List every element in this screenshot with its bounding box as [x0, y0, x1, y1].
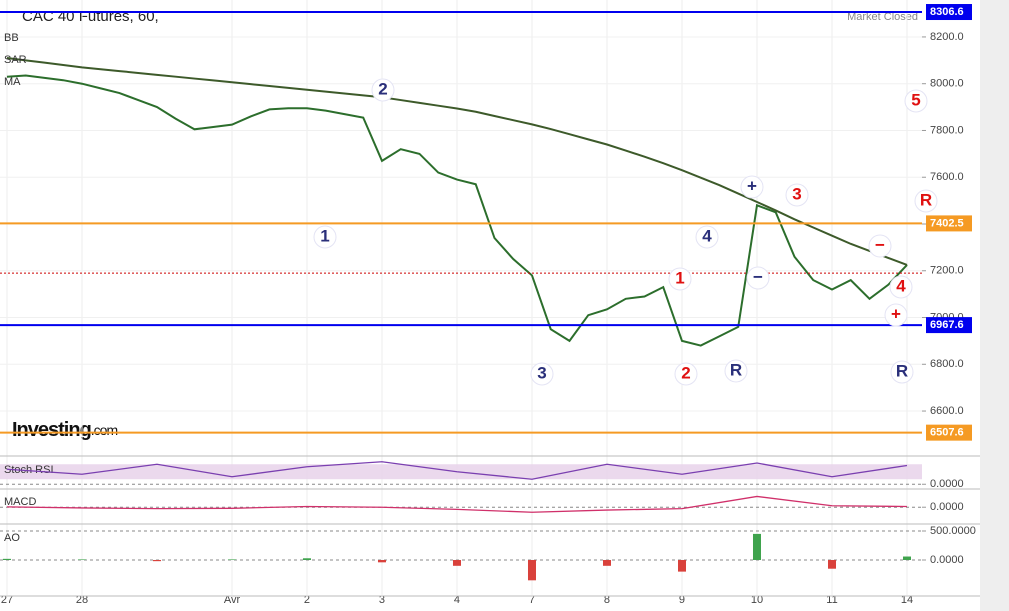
- series-line: [6, 74, 908, 347]
- y-tick-label: 6600.0: [930, 405, 964, 417]
- wave-label: R: [896, 361, 908, 380]
- x-tick-label: Avr: [224, 594, 241, 606]
- indicator-label: BB: [4, 32, 19, 44]
- y-tick-label: 0.0000: [930, 478, 964, 490]
- annotation-bubble: [740, 175, 764, 199]
- bar: [677, 560, 686, 572]
- annotation-bubble: [530, 362, 554, 386]
- wave-label: 1: [320, 226, 329, 245]
- y-tick-label: 7200.0: [930, 265, 964, 277]
- wave-label: +: [891, 304, 901, 323]
- level-box: [926, 424, 972, 441]
- bar: [302, 558, 311, 561]
- x-tick-label: 27: [1, 594, 13, 606]
- annotation-bubble: [785, 183, 809, 207]
- level-label: 7402.5: [930, 217, 964, 229]
- series-line: [6, 495, 908, 513]
- x-tick-label: 28: [76, 594, 88, 606]
- x-tick-label: 10: [751, 594, 763, 606]
- y-tick-label: 0.0000: [930, 554, 964, 566]
- level-label: 6507.6: [930, 427, 964, 439]
- scrollbar: [980, 0, 1009, 611]
- x-tick-label: 2: [304, 594, 310, 606]
- level-box: [926, 317, 972, 334]
- x-tick-label: 14: [901, 594, 913, 606]
- wave-label: 4: [702, 226, 712, 245]
- y-tick-label: 500.0000: [930, 525, 976, 537]
- level-label: 6967.6: [930, 319, 964, 331]
- wave-label: −: [875, 235, 885, 254]
- bar: [827, 560, 836, 569]
- x-tick-label: 3: [379, 594, 385, 606]
- annotation-bubble: [904, 89, 928, 113]
- logo-suffix: .com: [91, 422, 118, 438]
- bar: [77, 559, 86, 561]
- annotation-bubble: [674, 362, 698, 386]
- indicator-label: SAR: [4, 54, 27, 66]
- annotation-bubble: [890, 360, 914, 384]
- bar: [602, 560, 611, 566]
- bar: [2, 558, 11, 561]
- bar: [527, 560, 536, 581]
- wave-label: 3: [792, 184, 801, 203]
- logo: Investing.com: [12, 419, 117, 441]
- annotation-bubble: [868, 234, 892, 258]
- y-tick-label: 0.0000: [930, 501, 964, 513]
- x-tick-label: 4: [454, 594, 460, 606]
- bar: [377, 560, 386, 563]
- level-box: [926, 4, 972, 21]
- bar: [752, 533, 761, 561]
- logo-main: Investing: [12, 419, 91, 441]
- annotation-bubble: [695, 225, 719, 249]
- y-tick-label: 6800.0: [930, 358, 964, 370]
- y-tick-label: 7600.0: [930, 171, 964, 183]
- wave-label: R: [920, 190, 932, 209]
- panel-title: AO: [4, 532, 20, 544]
- wave-label: 3: [537, 363, 546, 382]
- annotation-bubble: [889, 275, 913, 299]
- annotation-bubble: [914, 189, 938, 213]
- x-tick-label: 9: [679, 594, 685, 606]
- x-tick-label: 8: [604, 594, 610, 606]
- wave-label: −: [753, 267, 763, 286]
- wave-label: 4: [896, 276, 906, 295]
- bar: [902, 556, 911, 561]
- level-label: 8306.6: [930, 6, 964, 18]
- bar: [152, 560, 161, 562]
- x-tick-label: 7: [529, 594, 535, 606]
- wave-label: +: [747, 176, 757, 195]
- wave-label: 5: [911, 90, 920, 109]
- annotation-bubble: [746, 266, 770, 290]
- y-tick-label: 8200.0: [930, 31, 964, 43]
- series-line: [6, 461, 908, 480]
- x-tick-label: 11: [826, 594, 837, 606]
- annotation-bubble: [313, 225, 337, 249]
- chart-title: CAC 40 Futures, 60,: [22, 8, 159, 25]
- wave-label: R: [730, 360, 742, 379]
- panel-title: Stoch RSI: [4, 464, 54, 476]
- bar: [452, 560, 461, 566]
- y-tick-label: 7800.0: [930, 124, 964, 136]
- market-status: Market Closed: [847, 11, 918, 23]
- wave-label: 2: [681, 363, 690, 382]
- panel-title: MACD: [4, 496, 36, 508]
- wave-label: 2: [378, 79, 387, 98]
- y-tick-label: 8000.0: [930, 78, 964, 90]
- annotation-bubble: [668, 267, 692, 291]
- annotation-bubble: [371, 78, 395, 102]
- annotation-bubble: [724, 359, 748, 383]
- wave-label: 1: [675, 268, 684, 287]
- level-box: [926, 215, 972, 232]
- indicator-label: MA: [4, 76, 21, 88]
- bar: [227, 559, 236, 561]
- annotation-bubble: [884, 303, 908, 327]
- series-line: [6, 56, 908, 266]
